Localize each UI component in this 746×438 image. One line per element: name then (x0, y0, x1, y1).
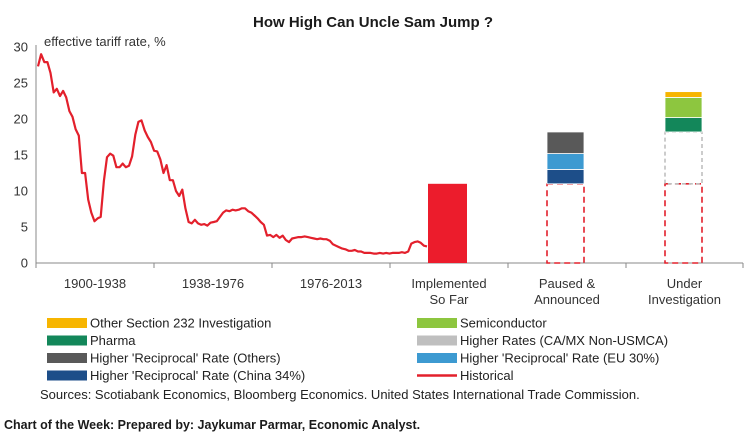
plot-area: 0 5 10 15 20 25 30 effective tariff rate, % 1900… (14, 34, 744, 307)
legend-label: Semiconductor (460, 316, 547, 331)
y-tick-label: 0 (21, 256, 28, 271)
y-tick-label: 10 (14, 184, 28, 199)
x-tick-label: So Far (429, 292, 469, 307)
footer-note: Chart of the Week: Prepared by: Jaykumar… (4, 418, 420, 432)
y-tick-label: 25 (14, 76, 28, 91)
legend-swatch (47, 370, 87, 381)
stack-segment (664, 91, 703, 98)
x-tick-label: 1900-1938 (64, 276, 126, 291)
stack-segment (546, 131, 585, 154)
x-tick-label: Paused & (539, 276, 596, 291)
stack-segment (664, 97, 703, 118)
y-tick-label: 30 (14, 40, 28, 55)
x-tick-label: Under (667, 276, 703, 291)
source-note: Sources: Scotiabank Economics, Bloomberg… (40, 387, 640, 402)
legend-label: Higher 'Reciprocal' Rate (China 34%) (90, 368, 305, 383)
stack-segment (664, 131, 703, 185)
legend-swatch (417, 335, 457, 346)
x-tick-label: Announced (534, 292, 600, 307)
base-outline-bar (664, 183, 703, 264)
legend-swatch (47, 353, 87, 363)
legend-swatch (417, 318, 457, 328)
x-tick-label: Investigation (648, 292, 721, 307)
x-tick-label: 1938-1976 (182, 276, 244, 291)
legend: Other Section 232 Investigation Semicondu… (47, 316, 668, 383)
base-outline-bar (546, 183, 585, 264)
x-tick-label: Implemented (411, 276, 486, 291)
x-tick-label: 1976-2013 (300, 276, 362, 291)
y-tick-label: 20 (14, 112, 28, 127)
legend-label: Pharma (90, 333, 136, 348)
y-axis-label: effective tariff rate, % (44, 34, 166, 49)
stack-segment (546, 153, 585, 170)
historical-series-line (36, 53, 428, 255)
stack-segment (664, 117, 703, 133)
legend-swatch (47, 318, 87, 328)
legend-label: Higher 'Reciprocal' Rate (EU 30%) (460, 351, 659, 366)
stack-segment (546, 168, 585, 185)
legend-label: Historical (460, 368, 514, 383)
y-tick-label: 5 (21, 220, 28, 235)
legend-swatch (47, 335, 87, 346)
y-tick-label: 15 (14, 148, 28, 163)
implemented-bar (428, 183, 467, 263)
legend-swatch (417, 353, 457, 363)
legend-label: Higher 'Reciprocal' Rate (Others) (90, 351, 281, 366)
legend-label: Other Section 232 Investigation (90, 316, 271, 331)
legend-label: Higher Rates (CA/MX Non-USMCA) (460, 333, 668, 348)
chart-title: How High Can Uncle Sam Jump ? (253, 14, 493, 31)
